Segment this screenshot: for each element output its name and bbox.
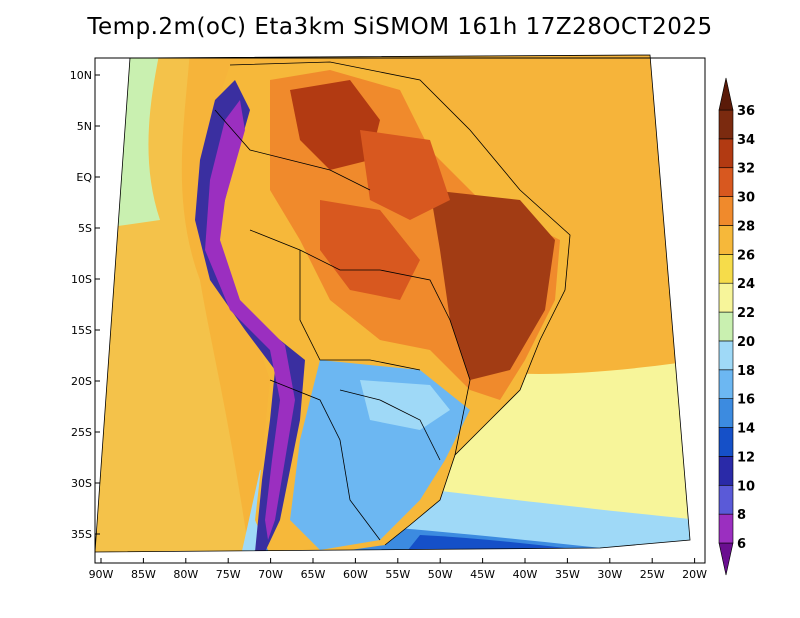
latitude-axis: 10N 5N EQ 5S 10S 15S 20S 25S 30S 35S [70,69,100,541]
hot-core-north [290,80,380,170]
colorbar-box [718,513,734,544]
lat-label: 25S [71,426,92,439]
colorbar-label: 8 [737,508,746,523]
lon-label: 80W [173,568,198,581]
colorbar-label: 34 [737,133,755,148]
map-domain [95,55,690,552]
colorbar-label: 28 [737,219,755,234]
lat-label: EQ [76,171,92,184]
lat-label: 10N [70,69,92,82]
colorbar-label: 20 [737,335,755,350]
lon-label: 45W [470,568,495,581]
hot-core-amazon [360,130,450,220]
lon-label: 20W [682,568,707,581]
colorbar-box [718,427,734,457]
lat-label: 5S [78,222,92,235]
lon-label: 35W [555,568,580,581]
colorbar-box [718,254,734,284]
andes-peak-strip [205,100,295,540]
colorbar: 6 8 10 12 14 16 18 20 22 24 26 28 30 32 34 36 [718,77,755,576]
lon-label: 25W [640,568,665,581]
domain-outline [94,54,691,553]
colorbar-label: 32 [737,162,755,177]
lat-label: 30S [71,477,92,490]
plot-frame [94,57,706,564]
colorbar-box [718,484,734,515]
colorbar-box [718,109,734,140]
lat-label: 35S [71,528,92,541]
lon-label: 30W [597,568,622,581]
colorbar-min-arrow [718,542,734,576]
lon-label: 90W [89,568,114,581]
colorbar-box [718,167,734,197]
colorbar-box [718,225,734,255]
colorbar-box [718,369,734,399]
south-deep-blue-band [400,535,600,552]
colorbar-label: 12 [737,450,755,465]
colorbar-max-arrow [718,77,734,111]
colorbar-label: 22 [737,306,755,321]
colorbar-label: 30 [737,191,755,206]
colorbar-label: 16 [737,393,755,408]
colorbar-label: 24 [737,277,755,292]
lon-label: 50W [428,568,453,581]
lon-label: 60W [343,568,368,581]
lon-label: 70W [258,568,283,581]
map-title: Temp.2m(oC) Eta3km SiSMOM 161h 17Z28OCT2… [87,14,713,40]
lat-label: 15S [71,324,92,337]
lat-label: 5N [77,120,92,133]
colorbar-box [718,456,734,486]
hot-core-central [320,200,420,300]
colorbar-box [718,282,734,313]
country-borders [214,61,571,546]
lon-label: 75W [216,568,241,581]
lon-label: 40W [513,568,538,581]
colorbar-label: 14 [737,422,755,437]
colorbar-box [718,398,734,428]
lat-label: 20S [71,375,92,388]
colorbar-label: 6 [737,537,746,552]
south-cool-land-inner [360,380,450,430]
colorbar-box [718,138,734,169]
lon-label: 85W [131,568,156,581]
colorbar-label: 26 [737,248,755,263]
colorbar-box [718,196,734,226]
lon-label: 65W [301,568,326,581]
hot-core-northeast [430,190,555,380]
colorbar-box [718,311,734,342]
colorbar-label: 10 [737,479,755,494]
lat-label: 10S [71,273,92,286]
longitude-axis: 90W 85W 80W 75W 70W 65W 60W 55W 50W 45W 40W 35W 30W 2… [89,558,707,581]
colorbar-label: 18 [737,364,755,379]
colorbar-box [718,340,734,371]
lon-label: 55W [385,568,410,581]
colorbar-label: 36 [737,104,755,119]
